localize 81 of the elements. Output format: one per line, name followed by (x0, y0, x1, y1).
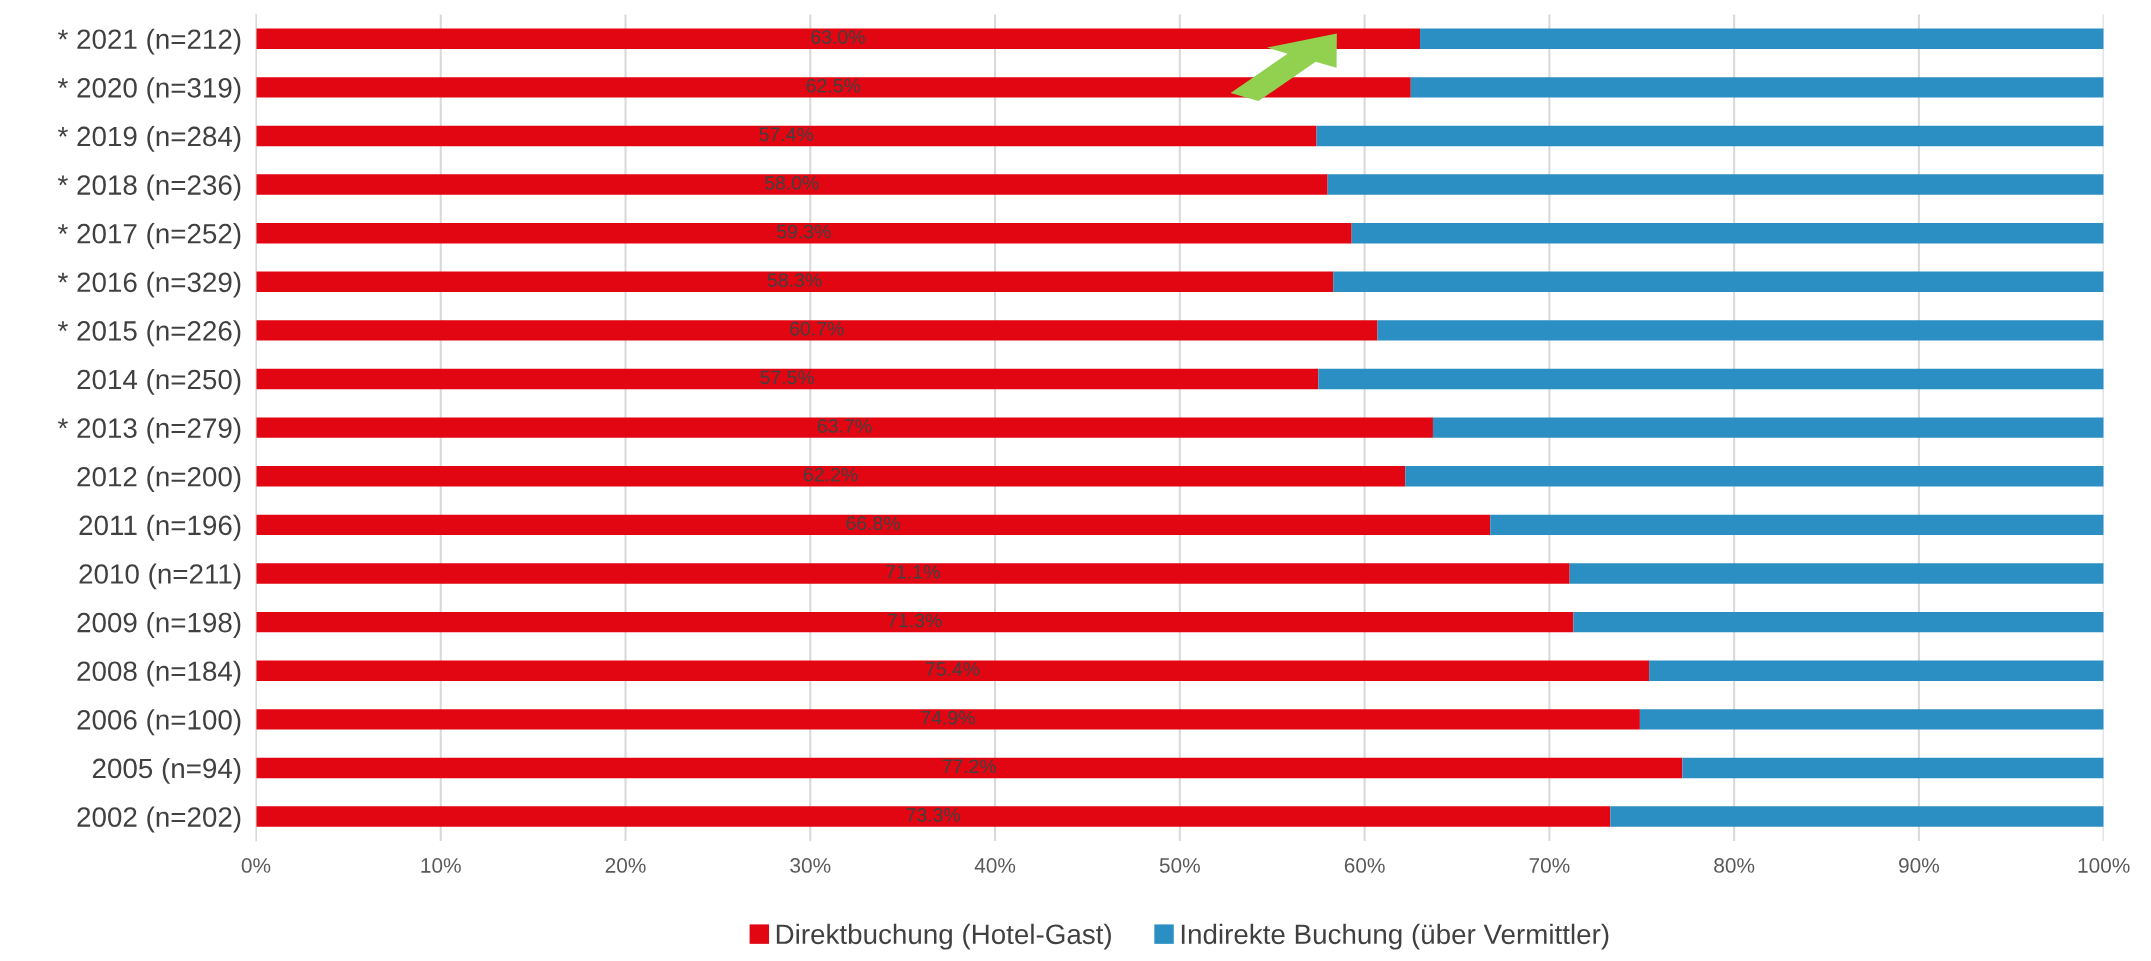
x-tick-label: 40% (974, 858, 1016, 873)
y-tick-label: 2002 (n=202) (77, 806, 241, 833)
y-tick-label: * 2016 (n=329) (57, 271, 241, 298)
data-label: 71.3% (888, 613, 942, 628)
bar (255, 563, 1570, 584)
x-tick-label: 10% (421, 858, 461, 873)
bar (255, 125, 1317, 147)
bar (255, 806, 1611, 827)
y-tick-label: 2010 (n=211) (79, 563, 241, 590)
x-tick-label: 50% (1159, 858, 1200, 873)
bar (255, 514, 1491, 536)
bar (1649, 660, 2104, 681)
bar (255, 320, 1378, 341)
data-label: 59.3% (777, 224, 831, 239)
data-label: 63.7% (817, 419, 872, 433)
y-tick-label: 2014 (n=250) (77, 368, 241, 395)
x-tick-label: 70% (1529, 858, 1570, 873)
bar (1639, 709, 2104, 730)
bar (255, 28, 1421, 49)
bar (1316, 125, 2104, 147)
bar (1333, 271, 2104, 293)
data-label: 77.2% (942, 759, 997, 774)
data-label: 58.0% (765, 176, 819, 190)
bar (255, 222, 1352, 244)
bar (255, 271, 1334, 293)
y-tick-label: * 2015 (n=226) (57, 320, 241, 347)
bar (1351, 222, 2104, 244)
data-label: 71.1% (886, 565, 940, 579)
bar (255, 368, 1319, 390)
data-label: 74.9% (921, 710, 975, 725)
bar (1573, 611, 2104, 633)
bar (255, 611, 1574, 633)
bar (1569, 563, 2104, 584)
bar (1405, 466, 2104, 487)
data-label: 62.2% (804, 467, 858, 482)
y-tick-label: 2008 (n=184) (77, 660, 241, 687)
y-tick-label: 2005 (n=94) (92, 757, 241, 784)
bar (1377, 320, 2104, 341)
data-label: 75.4% (925, 662, 980, 676)
legend-label: Direktbuchung (Hotel-Gast) (776, 923, 1111, 950)
bar (1610, 806, 2104, 827)
data-label: 62.5% (806, 78, 861, 93)
x-tick-label: 90% (1899, 858, 1940, 873)
legend-label: Indirekte Buchung (über Vermittler) (1181, 923, 1609, 950)
data-label: 57.5% (760, 370, 815, 385)
bar (1410, 77, 2104, 98)
data-label: 57.4% (759, 127, 814, 142)
y-tick-label: 2009 (n=198) (77, 612, 241, 638)
data-label: 60.7% (790, 321, 844, 336)
x-tick-label: 80% (1714, 858, 1755, 873)
bar (1318, 368, 2104, 390)
bar (1682, 757, 2104, 779)
bar (255, 417, 1433, 438)
bar (255, 757, 1683, 779)
bar (1327, 174, 2104, 195)
x-tick-label: 20% (605, 858, 646, 873)
bar (1490, 514, 2104, 536)
data-label: 66.8% (846, 516, 900, 531)
bar (255, 660, 1650, 681)
bar (255, 77, 1411, 98)
bar (255, 709, 1640, 730)
y-tick-label: * 2019 (n=284) (57, 125, 241, 152)
y-tick-label: * 2013 (n=279) (57, 417, 241, 444)
data-label: 63.0% (811, 30, 865, 44)
bar (1432, 417, 2104, 438)
bar (1420, 28, 2104, 49)
y-tick-label: * 2020 (n=319) (57, 77, 241, 104)
y-tick-label: * 2018 (n=236) (57, 174, 241, 201)
x-tick-label: 100% (2078, 858, 2130, 873)
y-tick-label: 2011 (n=196) (79, 514, 241, 541)
data-label: 58.3% (767, 273, 822, 288)
bar (255, 466, 1406, 487)
data-label: 73.3% (906, 808, 961, 822)
y-tick-label: * 2017 (n=252) (57, 223, 241, 249)
x-tick-label: 0% (241, 858, 271, 873)
x-tick-label: 30% (790, 858, 831, 873)
y-tick-label: 2006 (n=100) (77, 709, 241, 736)
y-tick-label: 2012 (n=200) (77, 466, 241, 493)
x-tick-label: 60% (1344, 858, 1385, 873)
bar (255, 174, 1328, 195)
y-tick-label: * 2021 (n=212) (57, 28, 241, 55)
